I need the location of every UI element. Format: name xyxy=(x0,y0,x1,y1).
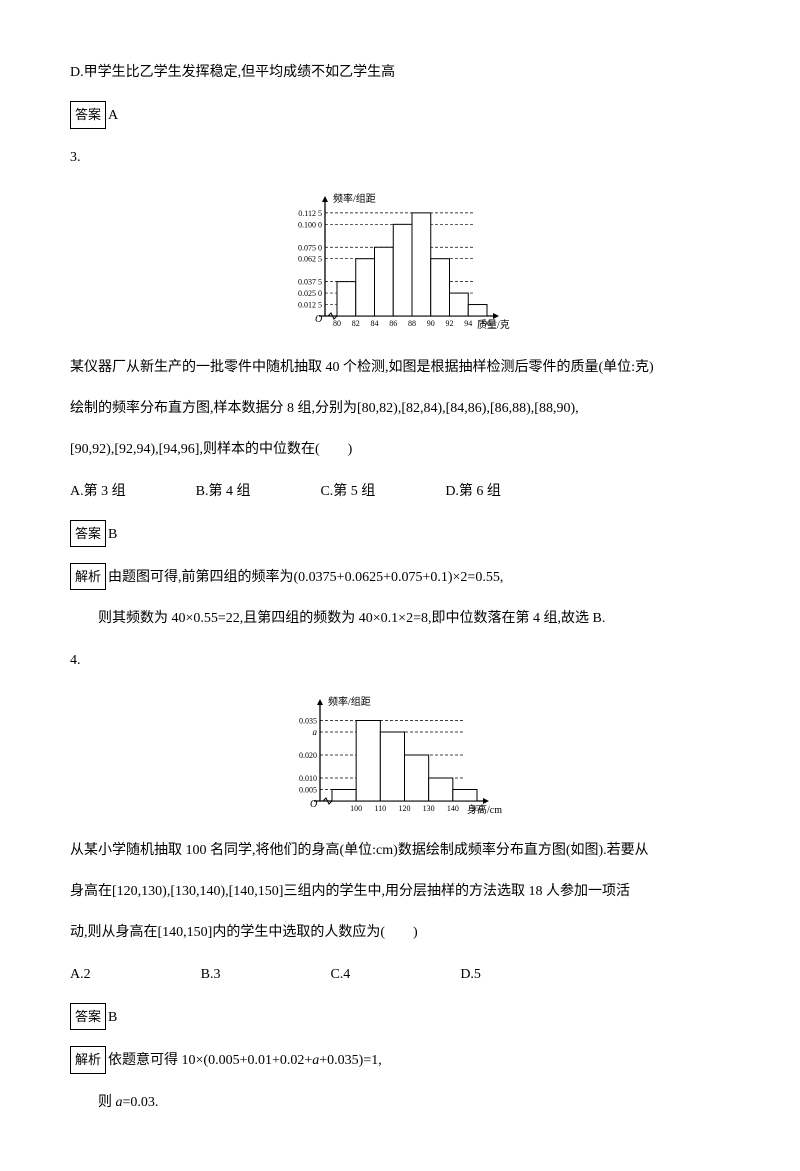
q4-ex2a: 则 xyxy=(98,1095,116,1110)
q4-stem-2: 身高在[120,130),[130,140),[140,150]三组内的学生中,… xyxy=(70,879,730,904)
q4-opt-c: C.4 xyxy=(330,962,350,987)
svg-text:80: 80 xyxy=(333,319,341,328)
q4-ex2b: =0.03. xyxy=(123,1095,159,1110)
svg-text:84: 84 xyxy=(371,319,379,328)
svg-text:质量/克: 质量/克 xyxy=(477,319,510,331)
q4-number: 4. xyxy=(70,648,730,673)
q4-answer-val: B xyxy=(108,1010,117,1025)
explain-box: 解析 xyxy=(70,563,106,590)
q3-options: A.第 3 组 B.第 4 组 C.第 5 组 D.第 6 组 xyxy=(70,479,730,504)
svg-text:O: O xyxy=(310,799,317,810)
svg-text:0.037 5: 0.037 5 xyxy=(298,277,322,286)
svg-text:0.062 5: 0.062 5 xyxy=(298,254,322,263)
q3-answer-val: B xyxy=(108,527,117,542)
svg-text:频率/组距: 频率/组距 xyxy=(333,192,376,205)
answer-box: 答案 xyxy=(70,1003,106,1030)
answer-box: 答案 xyxy=(70,101,106,128)
q4-explain-2: 则 a=0.03. xyxy=(70,1090,730,1115)
svg-text:0.010: 0.010 xyxy=(299,774,317,783)
q3-explain-2: 则其频数为 40×0.55=22,且第四组的频数为 40×0.1×2=8,即中位… xyxy=(70,606,730,631)
svg-text:90: 90 xyxy=(427,319,435,328)
q3-opt-b: B.第 4 组 xyxy=(196,479,251,504)
svg-text:身高/cm: 身高/cm xyxy=(467,803,502,816)
svg-text:0.020: 0.020 xyxy=(299,751,317,760)
svg-text:82: 82 xyxy=(352,319,360,328)
q4-options: A.2 B.3 C.4 D.5 xyxy=(70,962,730,987)
q3-stem-3: [90,92),[92,94),[94,96],则样本的中位数在( ) xyxy=(70,437,730,462)
svg-text:100: 100 xyxy=(350,804,362,813)
svg-text:0.112 5: 0.112 5 xyxy=(298,209,322,218)
q3-number: 3. xyxy=(70,145,730,170)
svg-text:140: 140 xyxy=(447,804,459,813)
q4-explain-1: 解析依题意可得 10×(0.005+0.01+0.02+a+0.035)=1, xyxy=(70,1046,730,1073)
q2-answer-val: A xyxy=(108,108,118,123)
q3-chart: O 0.012 5 0.025 0 0.037 5 0.062 5 0.075 0 0.10… xyxy=(70,186,730,345)
q4-chart: O0.0050.0100.0200.035a100110120130140150… xyxy=(70,689,730,828)
q4-ex2-var: a xyxy=(116,1095,123,1110)
q3-stem-1: 某仪器厂从新生产的一批零件中随机抽取 40 个检测,如图是根据抽样检测后零件的质… xyxy=(70,355,730,380)
q4-opt-d: D.5 xyxy=(460,962,481,987)
q4-opt-b: B.3 xyxy=(201,962,221,987)
svg-text:0.075 0: 0.075 0 xyxy=(298,243,322,252)
q3-explain-1: 解析由题图可得,前第四组的频率为(0.0375+0.0625+0.075+0.1… xyxy=(70,563,730,590)
svg-text:86: 86 xyxy=(389,319,397,328)
q3-answer-line: 答案B xyxy=(70,520,730,547)
explain-box: 解析 xyxy=(70,1046,106,1073)
q2-choice-d: D.甲学生比乙学生发挥稳定,但平均成绩不如乙学生高 xyxy=(70,60,730,85)
svg-text:92: 92 xyxy=(446,319,454,328)
svg-text:0.100 0: 0.100 0 xyxy=(298,220,322,229)
q3-opt-d: D.第 6 组 xyxy=(445,479,501,504)
q3-opt-a: A.第 3 组 xyxy=(70,479,126,504)
svg-text:O: O xyxy=(315,314,322,325)
svg-text:频率/组距: 频率/组距 xyxy=(328,695,371,708)
svg-text:0.005: 0.005 xyxy=(299,785,317,794)
svg-text:130: 130 xyxy=(423,804,435,813)
q2-answer-line: 答案A xyxy=(70,101,730,128)
answer-box: 答案 xyxy=(70,520,106,547)
q4-ex1a: 依题意可得 10×(0.005+0.01+0.02+ xyxy=(108,1053,312,1068)
svg-text:88: 88 xyxy=(408,319,416,328)
q3-opt-c: C.第 5 组 xyxy=(320,479,375,504)
q4-ex1b: +0.035)=1, xyxy=(319,1053,381,1068)
q4-stem-1: 从某小学随机抽取 100 名同学,将他们的身高(单位:cm)数据绘制成频率分布直… xyxy=(70,838,730,863)
q3-ex1: 由题图可得,前第四组的频率为(0.0375+0.0625+0.075+0.1)×… xyxy=(108,570,503,585)
q4-opt-a: A.2 xyxy=(70,962,91,987)
svg-text:0.012 5: 0.012 5 xyxy=(298,300,322,309)
svg-text:0.035: 0.035 xyxy=(299,716,317,725)
q4-stem-3: 动,则从身高在[140,150]内的学生中选取的人数应为( ) xyxy=(70,920,730,945)
svg-text:120: 120 xyxy=(399,804,411,813)
svg-text:110: 110 xyxy=(374,804,386,813)
svg-text:0.025 0: 0.025 0 xyxy=(298,289,322,298)
svg-text:94: 94 xyxy=(464,319,472,328)
q3-stem-2: 绘制的频率分布直方图,样本数据分 8 组,分别为[80,82),[82,84),… xyxy=(70,396,730,421)
svg-text:a: a xyxy=(313,727,318,737)
q4-answer-line: 答案B xyxy=(70,1003,730,1030)
